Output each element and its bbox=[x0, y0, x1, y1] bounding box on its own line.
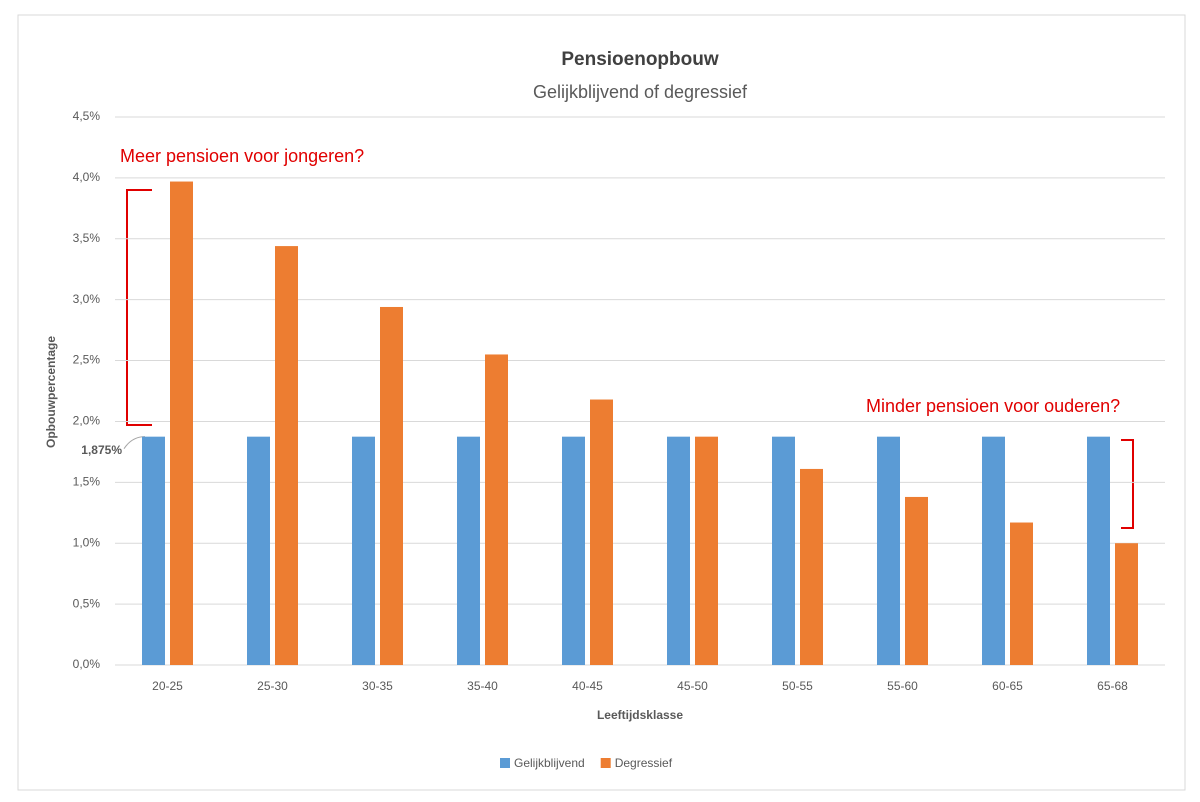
legend-swatch bbox=[600, 758, 611, 768]
x-tick-label: 45-50 bbox=[677, 679, 708, 693]
bar bbox=[877, 436, 900, 665]
bar bbox=[800, 468, 823, 665]
y-tick-label: 3,0% bbox=[73, 292, 101, 306]
bar bbox=[352, 436, 375, 665]
x-tick-label: 55-60 bbox=[887, 679, 918, 693]
bar bbox=[247, 436, 270, 665]
bar bbox=[590, 399, 613, 665]
legend-label: Gelijkblijvend bbox=[514, 756, 585, 770]
x-tick-label: 25-30 bbox=[257, 679, 288, 693]
chart-subtitle: Gelijkblijvend of degressief bbox=[533, 82, 748, 102]
y-tick-label: 1,875% bbox=[81, 443, 122, 457]
bar bbox=[142, 436, 165, 665]
bracket bbox=[126, 189, 152, 426]
x-tick-label: 40-45 bbox=[572, 679, 603, 693]
legend-swatch bbox=[500, 758, 510, 768]
x-tick-label: 65-68 bbox=[1097, 679, 1128, 693]
y-tick-label: 4,0% bbox=[73, 170, 101, 184]
y-tick-label: 2,0% bbox=[73, 414, 101, 428]
bar bbox=[457, 436, 480, 665]
annotation: Meer pensioen voor jongeren? bbox=[120, 146, 364, 166]
bar bbox=[1087, 436, 1110, 665]
x-tick-label: 20-25 bbox=[152, 679, 183, 693]
bar bbox=[485, 354, 508, 665]
bar bbox=[982, 436, 1005, 665]
bar bbox=[170, 181, 193, 665]
bracket bbox=[1121, 439, 1134, 529]
bar bbox=[380, 306, 403, 665]
y-tick-label: 3,5% bbox=[73, 231, 101, 245]
x-tick-label: 60-65 bbox=[992, 679, 1023, 693]
bar bbox=[1010, 522, 1033, 665]
bar bbox=[1115, 543, 1138, 665]
bar bbox=[562, 436, 585, 665]
y-tick-label: 4,5% bbox=[73, 109, 101, 123]
x-tick-label: 35-40 bbox=[467, 679, 498, 693]
bar bbox=[695, 436, 718, 665]
bar bbox=[772, 436, 795, 665]
chart-title: Pensioenopbouw bbox=[561, 49, 719, 70]
y-tick-label: 2,5% bbox=[73, 353, 101, 367]
x-axis-title: Leeftijdsklasse bbox=[597, 708, 683, 722]
y-tick-label: 1,5% bbox=[73, 475, 101, 489]
annotation: Minder pensioen voor ouderen? bbox=[866, 396, 1120, 416]
x-tick-label: 30-35 bbox=[362, 679, 393, 693]
legend-label: Degressief bbox=[615, 756, 673, 770]
y-tick-label: 0,0% bbox=[73, 657, 101, 671]
y-tick-label: 1,0% bbox=[73, 535, 101, 549]
bar bbox=[275, 246, 298, 665]
y-tick-label: 0,5% bbox=[73, 596, 101, 610]
y-axis-title: Opbouwpercentage bbox=[44, 336, 58, 448]
bar bbox=[667, 436, 690, 665]
bar bbox=[905, 496, 928, 665]
x-tick-label: 50-55 bbox=[782, 679, 813, 693]
